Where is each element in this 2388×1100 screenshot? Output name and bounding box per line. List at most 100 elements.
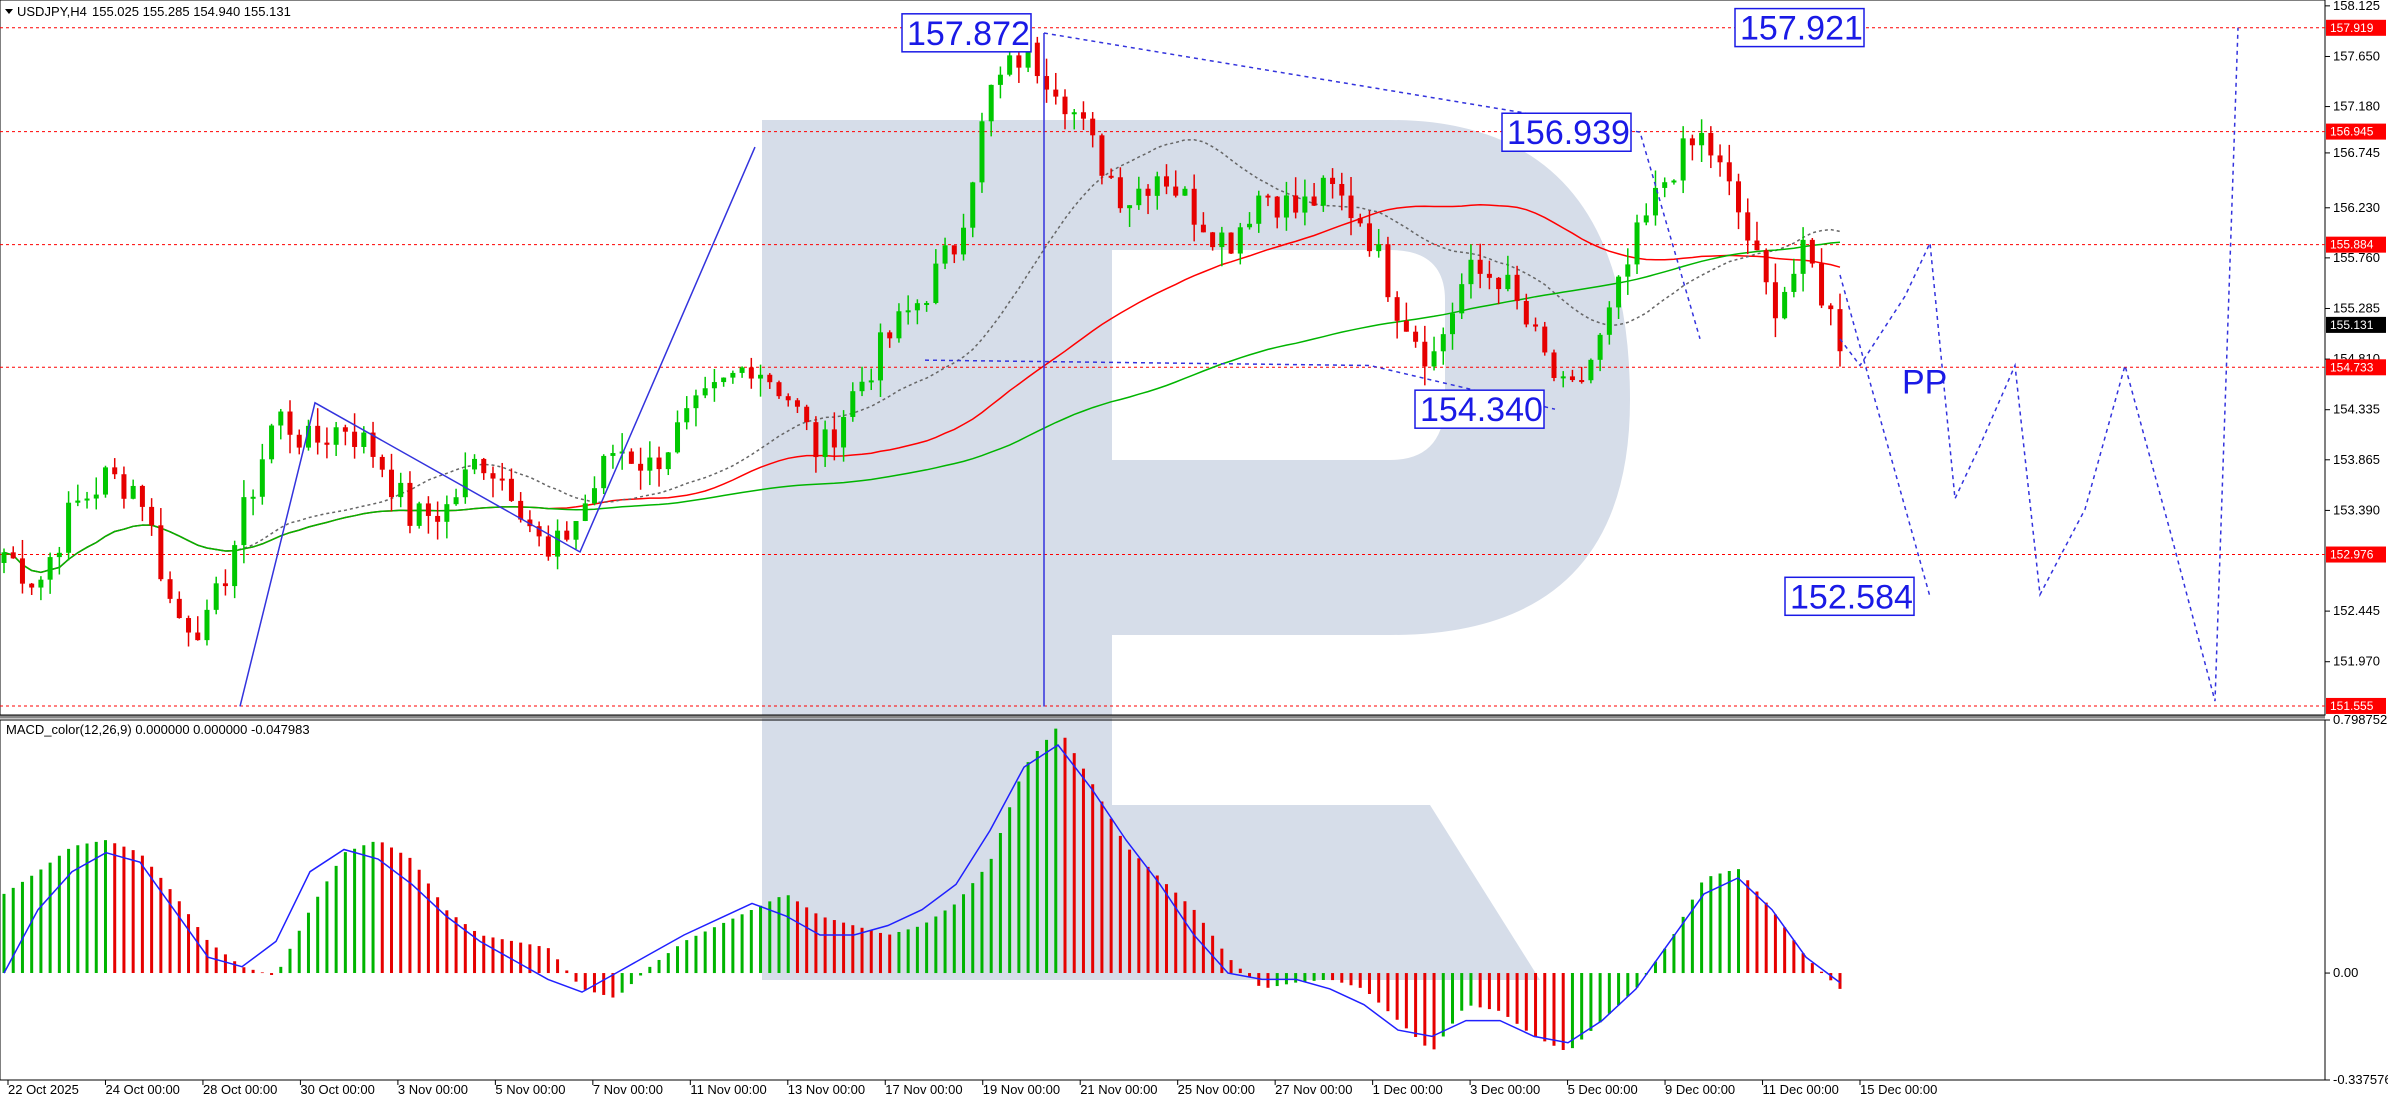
candle-body — [139, 485, 145, 507]
candle-body — [1736, 181, 1742, 213]
candle-body — [1486, 273, 1492, 278]
candle-body — [398, 482, 404, 498]
candle-body — [527, 519, 533, 527]
current-price-label: 155.131 — [2330, 318, 2374, 332]
time-tick-label: 3 Nov 00:00 — [398, 1082, 468, 1097]
candle-body — [573, 521, 579, 540]
candle-body — [29, 583, 35, 588]
price-tick-label: 157.180 — [2333, 99, 2380, 114]
candle-body — [416, 503, 422, 526]
candle-body — [804, 406, 810, 423]
ma-mid-line — [3, 139, 1841, 574]
candle-body — [970, 182, 976, 228]
candle-body — [1791, 273, 1797, 292]
symbol-header[interactable]: USDJPY,H4 155.025 155.285 154.940 155.13… — [5, 4, 291, 19]
candle-body — [1625, 264, 1631, 277]
candle-body — [93, 494, 99, 499]
candle-body — [1551, 352, 1557, 378]
candle-body — [822, 429, 828, 458]
macd-signal-line — [3, 743, 1841, 1044]
candle-body — [102, 467, 108, 495]
candle-body — [333, 427, 339, 445]
candle-body — [379, 456, 385, 470]
swing-line — [239, 146, 756, 707]
annotation-box — [1784, 576, 1915, 617]
candle-body — [841, 416, 847, 448]
candle-body — [758, 374, 764, 379]
candle-body — [1440, 334, 1446, 352]
candle-body — [1247, 223, 1253, 228]
candle-body — [481, 458, 487, 474]
candle-body — [730, 372, 736, 378]
candle-body — [342, 427, 348, 432]
candle-body — [1090, 118, 1096, 136]
candle-body — [1, 552, 7, 563]
candle-body — [1071, 112, 1077, 115]
time-tick-label: 27 Nov 00:00 — [1275, 1082, 1352, 1097]
price-pane[interactable] — [0, 0, 2326, 716]
candle-body — [462, 469, 468, 498]
candle-body — [748, 367, 754, 379]
macd-tick-label: -0.337576 — [2333, 1072, 2388, 1087]
candle-body — [1265, 195, 1271, 198]
candle-body — [1357, 218, 1363, 224]
level-badge-label: 152.976 — [2330, 548, 2374, 562]
candle-body — [997, 74, 1003, 85]
candle-body — [370, 432, 376, 457]
candle-body — [1403, 320, 1409, 332]
candle-body — [988, 84, 994, 122]
candle-body — [1772, 282, 1778, 319]
time-tick-label: 22 Oct 2025 — [8, 1082, 79, 1097]
candle-body — [1754, 240, 1760, 251]
candle-body — [859, 381, 865, 392]
annotation-label: PP — [1902, 363, 1947, 401]
time-tick-label: 1 Dec 00:00 — [1373, 1082, 1443, 1097]
dropdown-icon[interactable] — [5, 9, 13, 14]
candle-body — [1450, 313, 1456, 335]
candle-body — [1606, 307, 1612, 335]
candle-body — [1708, 132, 1714, 156]
candle-body — [352, 431, 358, 447]
candle-body — [693, 395, 699, 409]
candle-body — [1745, 212, 1751, 241]
candle-body — [1219, 232, 1225, 248]
time-tick-label: 9 Dec 00:00 — [1665, 1082, 1735, 1097]
candle-body — [591, 488, 597, 504]
candle-body — [813, 422, 819, 458]
current-price-badge — [2326, 316, 2386, 333]
candle-body — [619, 451, 625, 454]
candle-body — [1671, 180, 1677, 183]
time-axis: 22 Oct 2025 24 Oct 00:00 28 Oct 00:00 30 Oc… — [7, 1080, 1937, 1097]
candle-body — [1560, 376, 1566, 379]
candle-body — [665, 452, 671, 470]
candle-body — [1302, 196, 1308, 213]
macd-pane[interactable] — [0, 719, 2326, 1081]
candle-body — [1468, 259, 1474, 285]
candle-body — [1200, 224, 1206, 233]
level-badge — [2326, 236, 2386, 253]
time-tick-label: 30 Oct 00:00 — [300, 1082, 374, 1097]
candle-body — [1680, 138, 1686, 181]
candle-body — [702, 388, 708, 396]
channel-top-line — [1043, 32, 1701, 340]
candle-body — [1117, 177, 1123, 209]
time-tick-label: 21 Nov 00:00 — [1080, 1082, 1157, 1097]
candle-body — [1514, 274, 1520, 302]
candle-body — [158, 525, 164, 580]
candle-body — [388, 469, 394, 498]
candle-body — [47, 557, 53, 580]
price-tick-label: 153.865 — [2333, 452, 2380, 467]
candle-body — [1523, 301, 1529, 325]
candle-body — [1376, 244, 1382, 252]
candle-body — [555, 530, 561, 557]
candle-body — [1320, 177, 1326, 206]
candle-body — [1044, 76, 1050, 90]
candle-body — [1311, 196, 1317, 206]
candle-body — [1274, 196, 1280, 218]
candle-body — [961, 227, 967, 255]
candle-body — [213, 583, 219, 610]
candle-body — [887, 332, 893, 339]
candle-body — [776, 382, 782, 397]
candle-body — [1394, 297, 1400, 321]
